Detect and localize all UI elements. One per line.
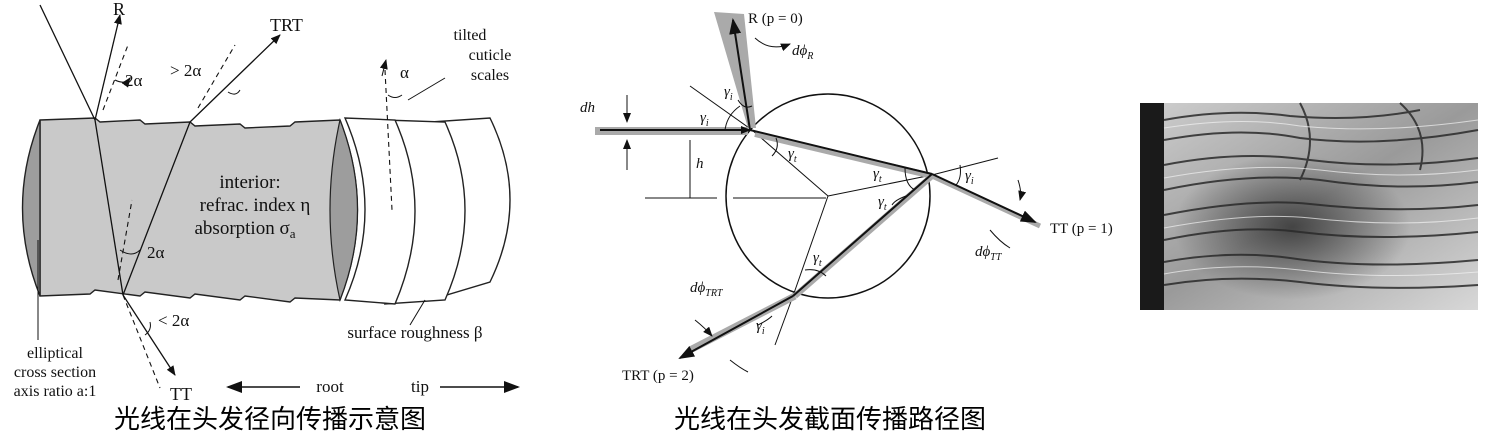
label-gamma-t-4: γt <box>813 250 822 269</box>
cuticle-scales-photo <box>1140 102 1479 310</box>
label-tt-p1: TT (p = 1) <box>1050 221 1113 237</box>
label-gt-two-alpha: > 2α <box>170 61 201 80</box>
label-trt-p2: TRT (p = 2) <box>622 368 694 384</box>
label-scales: scales <box>471 67 509 84</box>
label-absorption: absorption σa <box>195 218 296 241</box>
label-tilted: tilted <box>454 27 487 44</box>
label-elliptical: elliptical <box>27 345 84 362</box>
label-tt: TT <box>170 384 192 404</box>
label-gamma-t-2: γt <box>873 166 882 185</box>
label-alpha: α <box>400 63 409 82</box>
cross-section-circle <box>725 93 931 299</box>
label-root: root <box>316 377 344 396</box>
label-surface-roughness: surface roughness β <box>347 323 482 342</box>
hair-cross-section-diagram: R (p = 0) dϕR dh h γi γi γt γt γi γt γt … <box>580 11 1113 435</box>
label-r: R <box>113 0 125 19</box>
label-interior: interior: <box>219 172 280 193</box>
label-gamma-i-2: γi <box>700 110 709 129</box>
label-h: h <box>696 156 704 172</box>
right-face <box>329 117 359 303</box>
caption-left: 光线在头发径向传播示意图 <box>114 405 426 435</box>
elliptical-face <box>21 119 41 297</box>
label-gamma-t-3: γt <box>878 194 887 213</box>
label-axis-ratio: axis ratio a:1 <box>14 383 97 400</box>
label-cuticle: cuticle <box>469 47 512 64</box>
label-gamma-t-1: γt <box>788 146 797 165</box>
label-cross-section: cross section <box>14 364 96 381</box>
caption-middle: 光线在头发截面传播路径图 <box>674 405 986 435</box>
label-trt: TRT <box>270 15 303 35</box>
label-gamma-i-1: γi <box>724 84 733 103</box>
label-dphi-r: dϕR <box>792 43 813 62</box>
label-two-alpha-mid: 2α <box>147 243 165 262</box>
label-two-alpha-top: 2α <box>125 71 143 90</box>
label-dphi-trt: dϕTRT <box>690 280 724 299</box>
label-r-p0: R (p = 0) <box>748 11 803 27</box>
label-dphi-tt: dϕTT <box>975 244 1003 263</box>
hair-radial-diagram: R TRT TT 2α > 2α 2α < 2α α tilted cuticl… <box>14 0 520 435</box>
label-gamma-i-4: γi <box>756 318 765 337</box>
label-gamma-i-3: γi <box>965 168 974 187</box>
label-tip: tip <box>411 377 429 396</box>
label-refrac: refrac. index η <box>200 195 311 216</box>
cuticle-shells <box>343 117 511 305</box>
label-lt-two-alpha: < 2α <box>158 311 189 330</box>
label-dh: dh <box>580 100 595 116</box>
